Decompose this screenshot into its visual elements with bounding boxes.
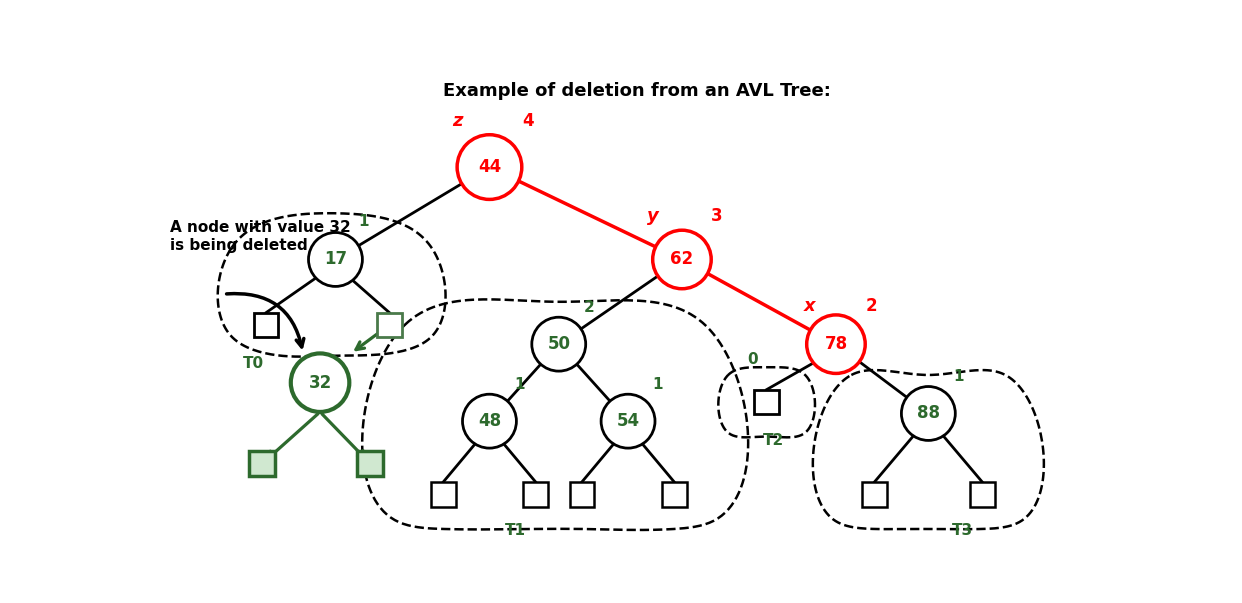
Text: 1: 1 — [359, 213, 369, 229]
Circle shape — [532, 317, 586, 371]
Text: 78: 78 — [825, 335, 847, 353]
Text: 88: 88 — [917, 405, 940, 423]
Text: 17: 17 — [324, 250, 347, 268]
Text: 50: 50 — [548, 335, 570, 353]
Circle shape — [462, 394, 517, 448]
Text: 44: 44 — [478, 158, 501, 176]
Text: 32: 32 — [308, 374, 332, 392]
Bar — [250, 450, 276, 476]
Text: z: z — [452, 112, 463, 130]
Text: 48: 48 — [478, 412, 501, 430]
Text: T2: T2 — [763, 433, 784, 448]
Bar — [431, 482, 456, 507]
Text: 54: 54 — [616, 412, 640, 430]
Bar — [570, 482, 594, 507]
Text: 62: 62 — [671, 250, 693, 268]
Text: 2: 2 — [866, 297, 877, 315]
Text: 4: 4 — [522, 112, 533, 130]
Bar — [378, 312, 401, 337]
Circle shape — [457, 134, 522, 200]
Circle shape — [291, 353, 349, 412]
Circle shape — [902, 387, 955, 440]
Text: x: x — [804, 297, 815, 315]
Text: Example of deletion from an AVL Tree:: Example of deletion from an AVL Tree: — [442, 81, 831, 99]
Circle shape — [807, 315, 866, 373]
Bar — [523, 482, 548, 507]
Bar — [358, 450, 383, 476]
Text: 2: 2 — [584, 300, 594, 315]
Circle shape — [653, 230, 712, 289]
Bar — [862, 482, 887, 507]
Bar — [662, 482, 687, 507]
Bar — [970, 482, 995, 507]
Text: A node with value 32
is being deleted: A node with value 32 is being deleted — [170, 220, 350, 253]
Circle shape — [601, 394, 655, 448]
Text: 0: 0 — [748, 352, 758, 367]
Text: 1: 1 — [653, 377, 663, 392]
Text: 3: 3 — [712, 207, 723, 225]
Text: y: y — [647, 207, 660, 225]
Text: 1: 1 — [514, 377, 524, 392]
Text: T3: T3 — [951, 523, 972, 538]
Text: T1: T1 — [504, 523, 525, 538]
Circle shape — [308, 233, 363, 286]
Bar — [754, 390, 779, 414]
Text: T0: T0 — [243, 356, 265, 371]
Text: 1: 1 — [953, 369, 964, 384]
Bar — [253, 312, 278, 337]
